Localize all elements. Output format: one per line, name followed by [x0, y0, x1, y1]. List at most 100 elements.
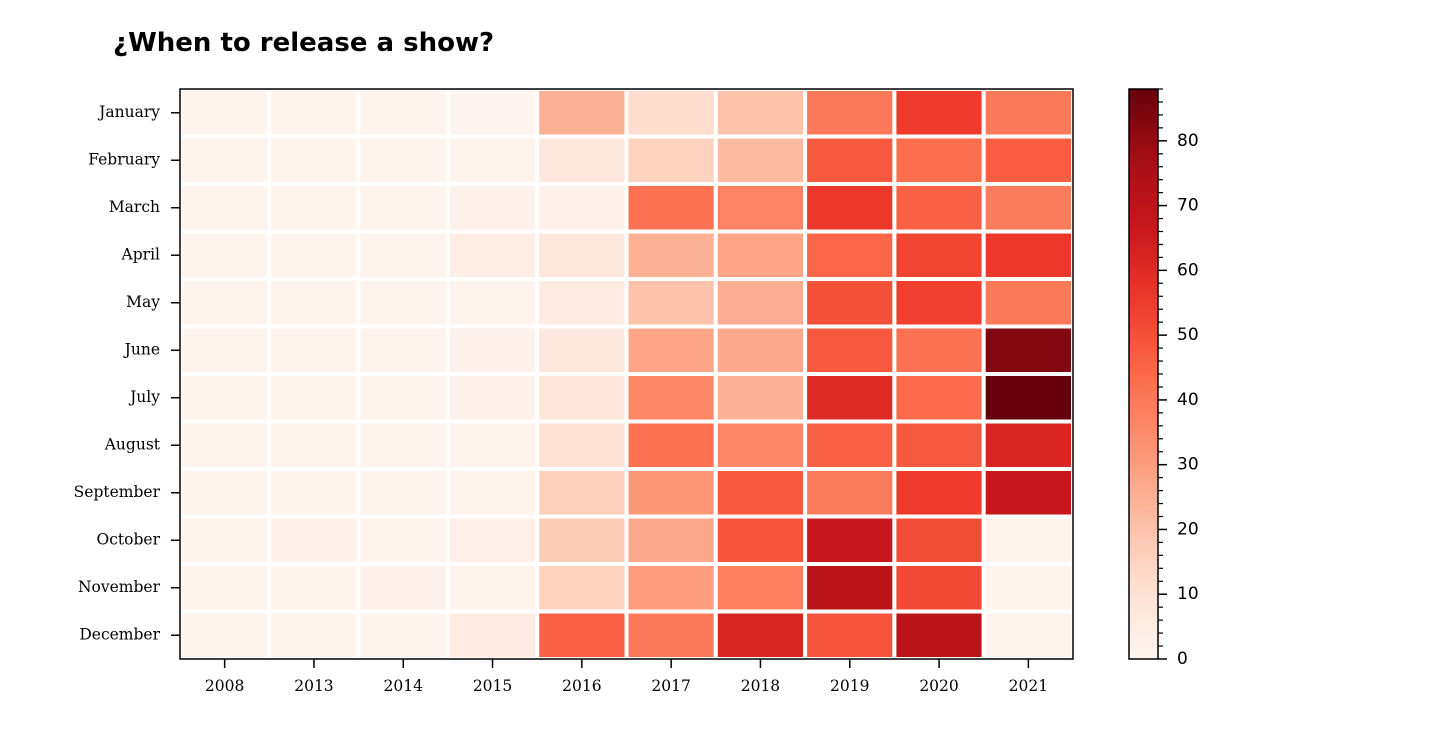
heatmap-cell: [803, 372, 897, 424]
heatmap-cell: [356, 514, 450, 566]
heatmap-cell: [445, 562, 540, 614]
heatmap-cell: [981, 87, 1076, 139]
heatmap-cell: [624, 562, 718, 614]
colorbar-tick-label: 20: [1177, 519, 1199, 539]
heatmap-cell: [713, 562, 808, 614]
y-tick-label: October: [97, 530, 161, 548]
colorbar: [1128, 88, 1159, 660]
heatmap-cell: [892, 609, 986, 661]
x-tick-label: 2021: [1009, 677, 1048, 695]
heatmap-cell: [535, 562, 629, 614]
heatmap-cell: [535, 87, 629, 139]
heatmap-cell: [981, 514, 1076, 566]
heatmap-cell: [803, 467, 897, 519]
heatmap-cell: [624, 134, 718, 186]
heatmap-cell: [803, 87, 897, 139]
heatmap-cell: [981, 562, 1076, 614]
heatmap-cell: [535, 467, 629, 519]
heatmap-cell: [356, 134, 450, 186]
heatmap-cell: [356, 467, 450, 519]
heatmap-cell: [267, 182, 361, 234]
heatmap-cell: [535, 514, 629, 566]
heatmap-cell: [624, 182, 718, 234]
heatmap-cell: [535, 277, 629, 329]
heatmap-cell: [535, 134, 629, 186]
heatmap-cell: [803, 182, 897, 234]
heatmap-cell: [981, 419, 1076, 471]
heatmap-cell: [178, 562, 272, 614]
heatmap-cell: [356, 87, 450, 139]
heatmap-cell: [713, 229, 808, 281]
heatmap-cell: [267, 134, 361, 186]
x-tick-label: 2016: [562, 677, 601, 695]
heatmap-cell: [713, 372, 808, 424]
heatmap-cell: [356, 182, 450, 234]
heatmap-cell: [445, 467, 540, 519]
colorbar-tick-label: 10: [1177, 584, 1199, 604]
y-tick-label: November: [78, 578, 161, 596]
y-tick-label: February: [88, 150, 160, 168]
heatmap-cell: [624, 372, 718, 424]
x-tick-label: 2014: [384, 677, 424, 695]
heatmap-cell: [356, 562, 450, 614]
x-tick-label: 2008: [205, 677, 244, 695]
heatmap-cell: [267, 372, 361, 424]
heatmap-cell: [892, 87, 986, 139]
heatmap-cell: [267, 562, 361, 614]
heatmap-cell: [178, 277, 272, 329]
heatmap-cell: [178, 419, 272, 471]
heatmap-cell: [535, 182, 629, 234]
heatmap-cell: [445, 514, 540, 566]
heatmap-cell: [178, 372, 272, 424]
x-tick-label: 2018: [741, 677, 780, 695]
heatmap-cell: [356, 419, 450, 471]
heatmap-cell: [624, 609, 718, 661]
y-tick-label: December: [79, 625, 160, 643]
heatmap-cell: [892, 372, 986, 424]
heatmap-cell: [624, 277, 718, 329]
heatmap-cell: [803, 277, 897, 329]
heatmap-cell: [178, 609, 272, 661]
heatmap-cell: [356, 372, 450, 424]
heatmap-cell: [445, 134, 540, 186]
colorbar-tick-label: 0: [1177, 649, 1188, 669]
heatmap-cell: [445, 87, 540, 139]
heatmap-cell: [892, 467, 986, 519]
heatmap-cell: [178, 467, 272, 519]
heatmap-cell: [535, 229, 629, 281]
heatmap-cell: [178, 134, 272, 186]
x-tick-label: 2017: [651, 677, 690, 695]
y-tick-label: May: [126, 293, 160, 311]
heatmap-cell: [892, 229, 986, 281]
heatmap-cell: [892, 134, 986, 186]
y-tick-label: September: [74, 483, 161, 501]
heatmap-cell: [713, 134, 808, 186]
plot-frame: [179, 88, 1074, 660]
heatmap-cell: [713, 419, 808, 471]
heatmap-cell: [624, 419, 718, 471]
chart-title: ¿When to release a show?: [113, 28, 495, 58]
heatmap-cell: [445, 229, 540, 281]
heatmap-cell: [803, 514, 897, 566]
heatmap-cell: [356, 324, 450, 376]
heatmap-cell: [624, 229, 718, 281]
heatmap-cell: [713, 277, 808, 329]
heatmap-cell: [178, 229, 272, 281]
heatmap-cell: [981, 324, 1076, 376]
heatmap-cell: [356, 609, 450, 661]
heatmap-cell: [892, 277, 986, 329]
heatmap-cell: [981, 182, 1076, 234]
colorbar-tick-label: 50: [1177, 325, 1199, 345]
heatmap-cell: [267, 87, 361, 139]
heatmap-cell: [535, 372, 629, 424]
heatmap-cell: [981, 229, 1076, 281]
heatmap-cell: [803, 324, 897, 376]
heatmap-cell: [624, 324, 718, 376]
heatmap-cell: [713, 514, 808, 566]
heatmap-cell: [981, 277, 1076, 329]
heatmap-cell: [535, 609, 629, 661]
colorbar-tick-label: 30: [1177, 455, 1199, 475]
heatmap-cell: [356, 277, 450, 329]
heatmap-cell: [178, 182, 272, 234]
